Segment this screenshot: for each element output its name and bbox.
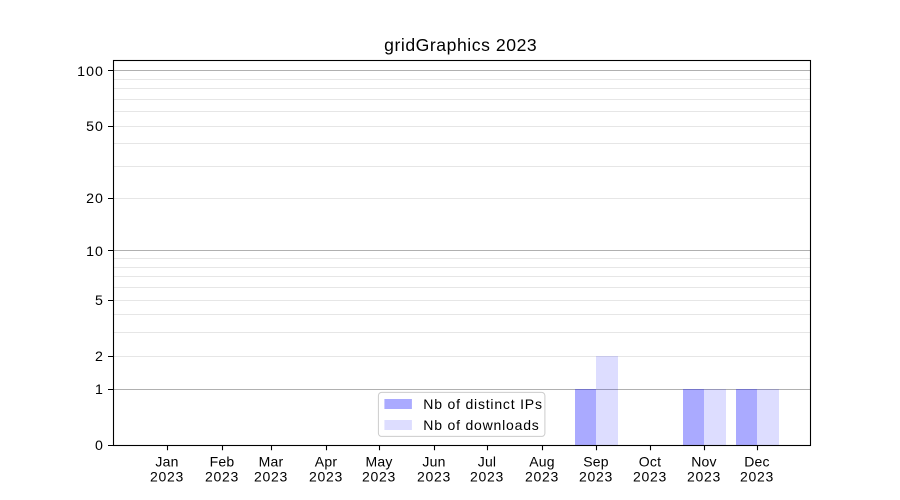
svg-text:Oct: Oct (639, 453, 661, 469)
svg-text:0: 0 (95, 438, 104, 454)
svg-text:Feb: Feb (210, 453, 235, 469)
svg-text:Nb of downloads: Nb of downloads (423, 417, 539, 433)
svg-text:10: 10 (86, 244, 104, 260)
svg-text:May: May (365, 453, 392, 469)
svg-text:2023: 2023 (150, 469, 184, 485)
svg-text:Jul: Jul (478, 453, 497, 469)
svg-text:2023: 2023 (309, 469, 343, 485)
svg-text:Jan: Jan (155, 453, 178, 469)
svg-text:Aug: Aug (529, 453, 555, 469)
svg-text:100: 100 (77, 64, 104, 80)
svg-text:2: 2 (95, 349, 104, 365)
svg-text:Sep: Sep (583, 453, 609, 469)
svg-text:Dec: Dec (744, 453, 770, 469)
svg-text:2023: 2023 (205, 469, 239, 485)
svg-text:50: 50 (86, 119, 104, 135)
svg-text:2023: 2023 (254, 469, 288, 485)
svg-text:2023: 2023 (740, 469, 774, 485)
svg-text:Nov: Nov (691, 453, 717, 469)
svg-text:2023: 2023 (687, 469, 721, 485)
svg-text:2023: 2023 (525, 469, 559, 485)
svg-text:Jun: Jun (422, 453, 445, 469)
svg-text:2023: 2023 (417, 469, 451, 485)
svg-text:2023: 2023 (579, 469, 613, 485)
svg-text:1: 1 (95, 382, 104, 398)
svg-text:gridGraphics 2023: gridGraphics 2023 (384, 35, 537, 55)
svg-text:Mar: Mar (259, 453, 284, 469)
svg-text:2023: 2023 (633, 469, 667, 485)
svg-text:Apr: Apr (315, 453, 338, 469)
svg-text:2023: 2023 (362, 469, 396, 485)
svg-text:5: 5 (95, 293, 104, 309)
svg-text:20: 20 (86, 191, 104, 207)
svg-text:Nb of distinct IPs: Nb of distinct IPs (423, 396, 542, 412)
svg-text:2023: 2023 (470, 469, 504, 485)
